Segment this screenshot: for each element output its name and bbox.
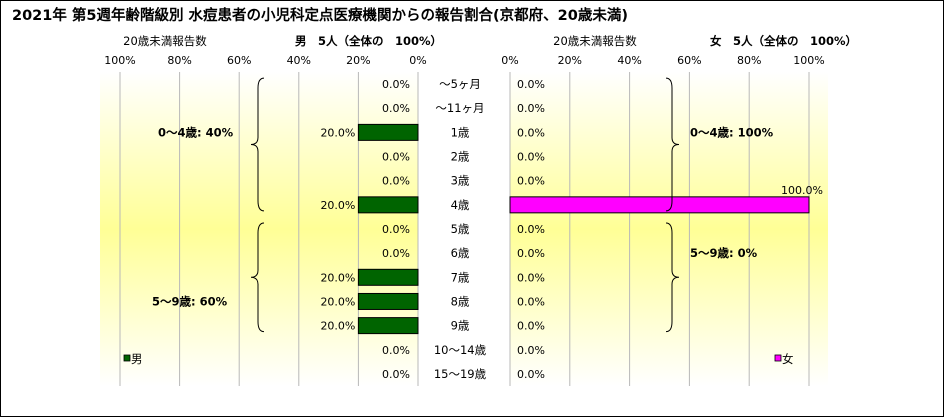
category-label: 5歳 xyxy=(451,222,470,236)
male-x-tick-label: 80% xyxy=(167,54,191,67)
male-value-label: 0.0% xyxy=(382,175,410,188)
category-label: 10～14歳 xyxy=(434,343,487,357)
female-value-label: 0.0% xyxy=(517,223,545,236)
category-label: 1歳 xyxy=(451,125,470,139)
male-bar xyxy=(357,123,419,141)
female-subtitle-right: 女 5人（全体の 100%） xyxy=(710,34,857,48)
male-x-tick-label: 100% xyxy=(104,54,135,67)
female-value-label: 0.0% xyxy=(517,175,545,188)
male-value-label: 20.0% xyxy=(320,126,355,139)
male-value-label: 0.0% xyxy=(382,344,410,357)
category-label: 7歳 xyxy=(451,270,470,284)
category-label: 6歳 xyxy=(451,246,470,260)
male-legend-swatch xyxy=(123,354,131,362)
female-legend-swatch xyxy=(774,354,782,362)
male-value-label: 20.0% xyxy=(320,271,355,284)
category-label: ～11ヶ月 xyxy=(435,101,484,115)
category-label: 15～19歳 xyxy=(434,367,487,381)
male-value-label: 0.0% xyxy=(382,102,410,115)
female-x-tick-label: 0% xyxy=(501,54,518,67)
male-annotation-5-9: 5～9歳: 60% xyxy=(152,294,228,308)
male-x-tick-label: 60% xyxy=(227,54,251,67)
male-subtitle-left: 20歳未満報告数 xyxy=(123,34,207,48)
category-label: ～5ヶ月 xyxy=(439,77,481,91)
male-value-label: 20.0% xyxy=(320,295,355,308)
female-x-tick-label: 40% xyxy=(617,54,641,67)
female-value-label: 0.0% xyxy=(517,271,545,284)
chart-title: 2021年 第5週年齢階級別 水痘患者の小児科定点医療機関からの報告割合(京都府… xyxy=(12,6,628,24)
male-plot-area xyxy=(100,72,418,386)
female-value-label: 0.0% xyxy=(517,78,545,91)
male-x-tick-label: 40% xyxy=(287,54,311,67)
female-value-label: 0.0% xyxy=(517,247,545,260)
male-annotation-0-4: 0～4歳: 40% xyxy=(158,125,234,139)
female-bar xyxy=(509,196,810,214)
female-value-label: 0.0% xyxy=(517,102,545,115)
female-x-tick-label: 20% xyxy=(558,54,582,67)
male-bar xyxy=(357,292,419,310)
male-x-tick-label: 0% xyxy=(409,54,426,67)
female-brace-0-4 xyxy=(665,77,680,212)
female-annotation-0-4: 0～4歳: 100% xyxy=(690,125,774,139)
male-x-tick-label: 20% xyxy=(346,54,370,67)
male-value-label: 20.0% xyxy=(320,320,355,333)
category-label: 4歳 xyxy=(451,198,470,212)
female-value-label: 0.0% xyxy=(517,368,545,381)
category-label: 9歳 xyxy=(451,319,470,333)
female-plot-area xyxy=(510,72,828,386)
male-value-label: 0.0% xyxy=(382,78,410,91)
female-subtitle-left: 20歳未満報告数 xyxy=(553,34,637,48)
female-x-tick-label: 80% xyxy=(737,54,761,67)
male-value-label: 20.0% xyxy=(320,199,355,212)
male-value-label: 0.0% xyxy=(382,223,410,236)
female-value-label: 0.0% xyxy=(517,151,545,164)
male-brace-0-4 xyxy=(250,77,265,212)
category-label: 3歳 xyxy=(451,174,470,188)
male-value-label: 0.0% xyxy=(382,368,410,381)
female-value-label: 0.0% xyxy=(517,126,545,139)
female-annotation-5-9: 5～9歳: 0% xyxy=(690,246,758,260)
female-value-label: 0.0% xyxy=(517,320,545,333)
female-value-label: 0.0% xyxy=(517,295,545,308)
female-brace-5-9 xyxy=(665,222,680,333)
male-bar xyxy=(357,268,419,286)
male-legend-label: 男 xyxy=(131,352,143,366)
male-subtitle-right: 男 5人（全体の 100%） xyxy=(295,34,442,48)
male-brace-5-9 xyxy=(250,222,265,333)
female-legend-label: 女 xyxy=(782,352,794,366)
male-bar xyxy=(357,317,419,335)
category-label: 8歳 xyxy=(451,294,470,308)
male-bar xyxy=(357,196,419,214)
category-label: 2歳 xyxy=(451,150,470,164)
female-x-tick-label: 60% xyxy=(677,54,701,67)
female-x-tick-label: 100% xyxy=(793,54,824,67)
male-value-label: 0.0% xyxy=(382,151,410,164)
female-value-label: 100.0% xyxy=(781,184,823,197)
male-value-label: 0.0% xyxy=(382,247,410,260)
female-value-label: 0.0% xyxy=(517,344,545,357)
